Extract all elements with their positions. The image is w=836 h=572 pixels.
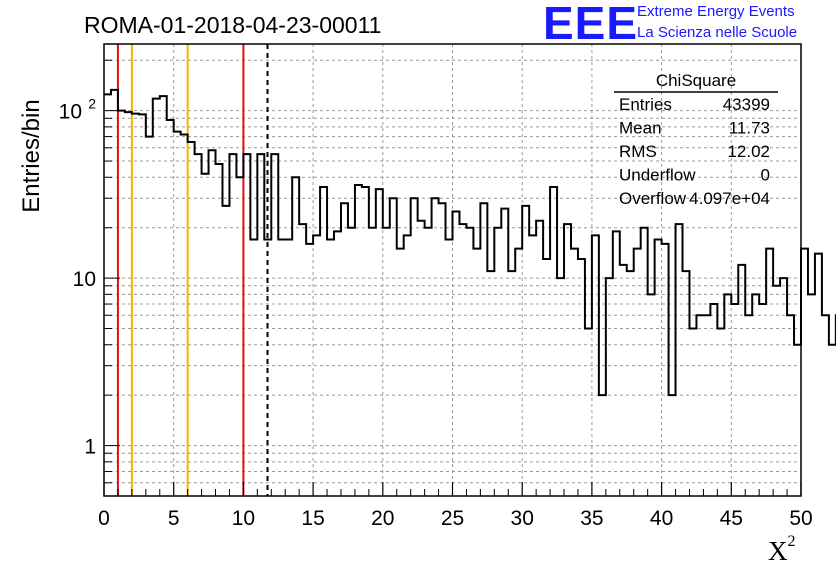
x-tick-label: 0 xyxy=(98,507,110,530)
histogram-series xyxy=(104,88,836,397)
stats-value: 4.097e+04 xyxy=(689,189,770,208)
axes: 0 5 10 15 20 25 30 35 40 45 50 1 10 10 2 xyxy=(59,43,813,530)
stats-value: 11.73 xyxy=(729,119,770,138)
x-tick-label: 30 xyxy=(511,507,534,530)
y-tick-exponent: 2 xyxy=(88,96,96,112)
stats-value: 43399 xyxy=(723,95,770,114)
logo-line-1: Extreme Energy Events xyxy=(637,3,795,20)
stats-label: Overflow xyxy=(619,189,687,208)
stats-label: Entries xyxy=(619,95,672,114)
grid xyxy=(104,44,801,496)
y-tick-label: 1 xyxy=(84,436,96,459)
x-tick-label: 45 xyxy=(720,507,743,530)
x-tick-label: 10 xyxy=(232,507,255,530)
stats-box: ChiSquare Entries 43399 Mean 11.73 RMS 12.02 Un… xyxy=(614,71,778,208)
stats-value: 0 xyxy=(761,166,770,185)
stats-header: ChiSquare xyxy=(656,71,736,90)
chart-title: ROMA-01-2018-04-23-00011 xyxy=(84,12,382,38)
x-tick-label: 35 xyxy=(580,507,603,530)
x-tick-label: 20 xyxy=(371,507,394,530)
eee-logo: EEE xyxy=(543,0,639,49)
stats-label: Underflow xyxy=(619,166,696,185)
x-tick-label: 15 xyxy=(301,507,324,530)
stats-value: 12.02 xyxy=(727,142,770,161)
x-tick-label: 25 xyxy=(441,507,464,530)
y-tick-label: 10 xyxy=(59,101,82,124)
stats-label: Mean xyxy=(619,119,662,138)
x-tick-label: 5 xyxy=(168,507,180,530)
y-tick-label: 10 xyxy=(73,268,96,291)
logo-line-2: La Scienza nelle Scuole xyxy=(637,24,798,41)
reference-lines xyxy=(116,44,269,496)
x-axis-label: Χ2 xyxy=(768,533,796,566)
stats-label: RMS xyxy=(619,142,657,161)
x-tick-label: 40 xyxy=(650,507,673,530)
x-tick-label: 50 xyxy=(789,507,812,530)
